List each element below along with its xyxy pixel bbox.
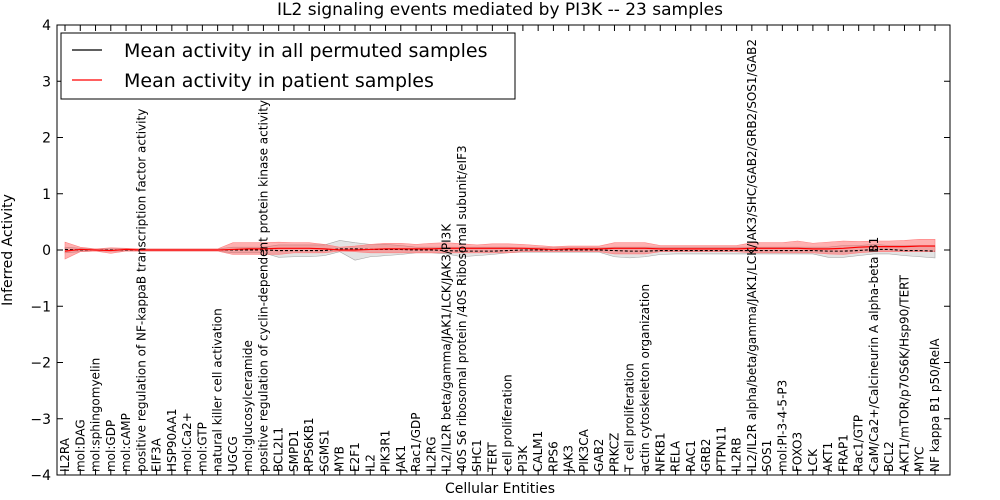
category-label: cell proliferation: [501, 374, 515, 472]
category-label: NFKB1: [653, 432, 667, 472]
y-tick-label: 2: [42, 131, 51, 147]
category-label: mol:DAG: [73, 419, 87, 472]
category-label: PI3K: [516, 445, 530, 472]
category-label: RPS6KB1: [302, 417, 316, 472]
y-tick-label: −3: [30, 412, 51, 428]
category-label: PTPN11: [714, 426, 728, 472]
legend-frame: [60, 32, 516, 100]
category-label: MYC: [913, 447, 927, 472]
category-label: CALM1: [531, 431, 545, 472]
category-label: 40S S6 ribosomal protein /40S Ribosomal …: [455, 145, 469, 472]
category-label: IL2: [363, 454, 377, 472]
category-label: FOXO3: [791, 432, 805, 472]
y-tick-label: −1: [30, 299, 51, 315]
category-label: mol:sphingomyelin: [89, 358, 103, 472]
legend-label-permuted: Mean activity in all permuted samples: [124, 40, 487, 62]
plot-frame: [56, 24, 951, 476]
category-label: PIK3CA: [577, 428, 591, 472]
category-label: IL2RA: [58, 437, 72, 472]
category-label: mol:GTP: [195, 422, 209, 472]
category-label: IL2RG: [424, 437, 438, 473]
category-label: UGCG: [226, 436, 240, 472]
lines-layer: [64, 245, 936, 252]
category-label: SGMS1: [317, 429, 331, 472]
category-label: SMPD1: [287, 430, 301, 472]
category-label: mol:GDP: [104, 420, 118, 472]
band-permuted: [64, 240, 936, 261]
bands-layer: [64, 239, 936, 261]
category-label: FRAP1: [836, 434, 850, 472]
category-label: AKT1: [821, 442, 835, 472]
category-label: positive regulation of cyclin-dependent …: [256, 100, 270, 472]
category-label: CaM/Ca2+/Calcineurin A alpha-beta B1: [867, 237, 881, 472]
category-label: mol:PI-3-4-5-P3: [775, 380, 789, 472]
category-label: Rac1/GTP: [852, 415, 866, 472]
category-label: BCL2L1: [272, 427, 286, 472]
category-label: IL2/IL2R alpha/beta/gamma/JAK1/LCK/JAK3/…: [745, 39, 759, 472]
category-label: RPS6: [546, 441, 560, 472]
category-label: JAK1: [394, 445, 408, 473]
category-labels-layer: IL2RA mol:DAG mol:sphingomyelin mol:GDP mol:…: [58, 39, 942, 473]
category-label: MYB: [333, 446, 347, 472]
category-label: IL2RB: [730, 438, 744, 472]
category-label: mol:cAMP: [119, 413, 133, 472]
category-label: LCK: [806, 448, 820, 472]
category-label: Rac1/GDP: [409, 413, 423, 472]
legend-label-patient: Mean activity in patient samples: [124, 70, 434, 92]
category-label: PRKCZ: [607, 433, 621, 472]
y-tick-label: 4: [42, 18, 51, 34]
category-label: GAB2: [592, 439, 606, 472]
category-label: SHC1: [470, 439, 484, 472]
category-label: mol:glucosylceramide: [241, 340, 255, 472]
category-label: SOS1: [760, 440, 774, 472]
band-patient: [64, 239, 936, 260]
category-label: RAC1: [684, 440, 698, 472]
category-label: IL2/IL2R beta/gamma/JAK1/LCK/JAK3/PI3K: [440, 223, 454, 472]
legend: Mean activity in all permuted samples Me…: [60, 32, 516, 100]
category-label: positive regulation of NF-kappaB transcr…: [134, 109, 148, 472]
y-tick-label: −2: [30, 356, 51, 372]
category-label: natural killer cell activation: [211, 308, 225, 472]
chart-title: IL2 signaling events mediated by PI3K --…: [277, 0, 723, 20]
category-label: PIK3R1: [379, 430, 393, 472]
category-label: mol:Ca2+: [180, 412, 194, 472]
category-label: GRB2: [699, 438, 713, 472]
category-label: EIF3A: [150, 437, 164, 472]
category-label: RELA: [669, 440, 683, 472]
y-tick-label: 0: [42, 243, 51, 259]
series-line-patient: [64, 245, 935, 252]
category-label: T cell proliferation: [623, 363, 637, 473]
ticks-layer: −4 −3 −2 −1 0 1 2 3 4: [30, 18, 950, 484]
category-label: NF kappa B1 p50/RelA: [928, 338, 942, 472]
y-tick-label: 3: [42, 74, 51, 90]
y-tick-label: 1: [42, 187, 51, 203]
category-label: E2F1: [348, 442, 362, 472]
category-label: TERT: [485, 442, 499, 473]
category-label: actin cytoskeleton organization: [638, 284, 652, 472]
category-label: AKT1/mTOR/p70S6K/Hsp90/TERT: [897, 274, 911, 472]
y-tick-label: −4: [30, 468, 51, 484]
category-label: HSP90AA1: [165, 408, 179, 472]
category-label: JAK3: [562, 445, 576, 473]
category-label: BCL2: [882, 441, 896, 472]
y-axis-label: Inferred Activity: [0, 194, 16, 306]
x-axis-label: Cellular Entities: [445, 481, 555, 497]
